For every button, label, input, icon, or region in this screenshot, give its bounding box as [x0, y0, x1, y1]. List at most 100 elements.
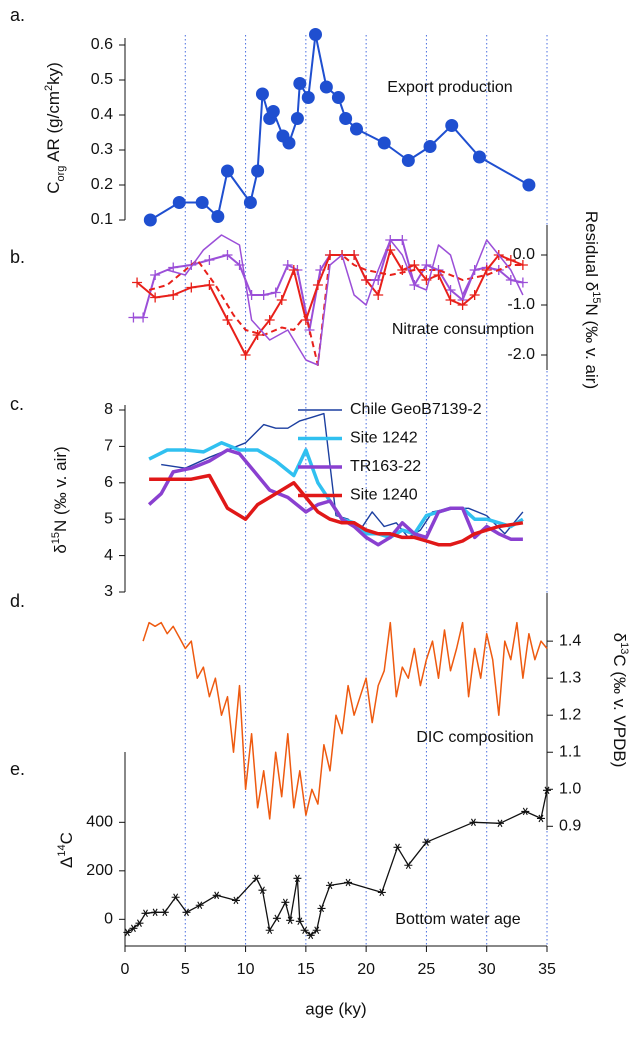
- panel-label: a.: [10, 5, 25, 25]
- series-line: [167, 234, 524, 366]
- marker: [433, 270, 444, 280]
- marker: [495, 819, 504, 828]
- marker: [270, 287, 281, 298]
- marker: [252, 874, 261, 883]
- y-tick-label: 1.3: [559, 669, 581, 686]
- y-axis-label: Corg AR (g/cm2ky): [43, 62, 67, 194]
- marker: [301, 91, 315, 104]
- marker: [266, 105, 280, 118]
- y-tick-label: 0.2: [91, 176, 113, 193]
- marker: [195, 196, 209, 209]
- marker: [393, 843, 402, 852]
- y-tick-label: -2.0: [507, 346, 535, 363]
- panel-label: b.: [10, 247, 25, 267]
- x-tick-label: 30: [478, 961, 496, 978]
- marker: [317, 904, 326, 913]
- marker: [472, 150, 486, 164]
- y-axis-label-part: 2: [43, 85, 55, 91]
- legend-label: Site 1240: [350, 487, 418, 504]
- y-axis-label-part: 13: [618, 642, 630, 654]
- series-line: [149, 33, 530, 221]
- annotation: Bottom water age: [395, 911, 521, 928]
- y-axis-label-part: 14: [56, 844, 68, 856]
- y-axis-label: δ13C (‰ v. VPDB): [610, 633, 631, 768]
- marker: [143, 213, 157, 227]
- y-axis-label-part: δ: [610, 633, 629, 642]
- y-axis-label-part: C: [57, 832, 76, 844]
- marker: [445, 119, 459, 132]
- marker: [339, 112, 353, 125]
- panel-label: e.: [10, 759, 25, 779]
- marker: [469, 290, 480, 300]
- marker: [211, 210, 225, 223]
- marker: [422, 838, 431, 846]
- marker: [469, 818, 478, 827]
- marker: [522, 178, 536, 192]
- y-tick-label: 1.0: [559, 780, 581, 797]
- series-line: [136, 249, 524, 356]
- marker: [288, 265, 299, 275]
- y-tick-label: 0.1: [91, 211, 113, 228]
- marker: [265, 926, 274, 935]
- marker: [222, 250, 233, 260]
- marker: [312, 926, 321, 935]
- x-tick-label: 20: [357, 961, 375, 978]
- x-tick-label: 25: [418, 961, 436, 978]
- marker: [168, 262, 179, 273]
- marker: [195, 901, 204, 910]
- y-tick-label: 0.3: [91, 141, 113, 158]
- marker: [243, 196, 257, 209]
- marker: [231, 896, 240, 905]
- marker: [377, 136, 391, 150]
- marker: [361, 275, 372, 285]
- marker: [160, 908, 169, 917]
- marker: [404, 861, 413, 870]
- marker: [293, 77, 307, 90]
- legend-label: Chile GeoB7139-2: [350, 401, 482, 418]
- marker: [258, 886, 267, 894]
- marker: [220, 164, 234, 178]
- y-tick-label: 0.6: [91, 36, 113, 53]
- y-tick-label: 0.5: [91, 71, 113, 88]
- marker: [349, 250, 360, 260]
- marker: [505, 255, 516, 265]
- y-tick-label: 4: [104, 547, 113, 564]
- y-axis-label-part: δ: [51, 544, 70, 553]
- marker: [286, 916, 295, 925]
- series-line: [142, 621, 548, 820]
- marker: [150, 270, 161, 280]
- series-line: [148, 441, 524, 540]
- y-axis-label-part: C: [44, 182, 63, 194]
- panel-label: d.: [10, 591, 25, 611]
- y-tick-label: 0.9: [559, 818, 581, 835]
- marker: [282, 260, 293, 270]
- marker: [517, 277, 528, 288]
- marker: [171, 893, 180, 902]
- marker: [204, 255, 215, 265]
- marker: [251, 164, 265, 178]
- y-tick-label: 1.2: [559, 706, 581, 723]
- marker: [182, 908, 191, 917]
- y-axis-label-part: N (‰ v. air): [582, 303, 601, 389]
- x-tick-label: 0: [121, 961, 130, 978]
- marker: [536, 814, 545, 823]
- y-axis-label-part: C (‰ v. VPDB): [610, 654, 629, 767]
- marker: [521, 807, 530, 816]
- marker: [186, 282, 197, 293]
- series-line: [127, 790, 548, 936]
- marker: [258, 290, 269, 300]
- panel-label: c.: [10, 394, 24, 414]
- marker: [445, 285, 456, 295]
- marker: [168, 290, 179, 300]
- x-axis-label: age (ky): [305, 999, 366, 1018]
- marker: [150, 292, 161, 303]
- legend-label: TR163-22: [350, 458, 421, 475]
- marker: [373, 290, 384, 300]
- y-tick-label: 200: [86, 862, 113, 879]
- marker: [319, 80, 333, 94]
- legend-label: Site 1242: [350, 430, 418, 447]
- marker: [409, 260, 420, 270]
- marker: [401, 154, 415, 167]
- annotation: Export production: [387, 79, 512, 96]
